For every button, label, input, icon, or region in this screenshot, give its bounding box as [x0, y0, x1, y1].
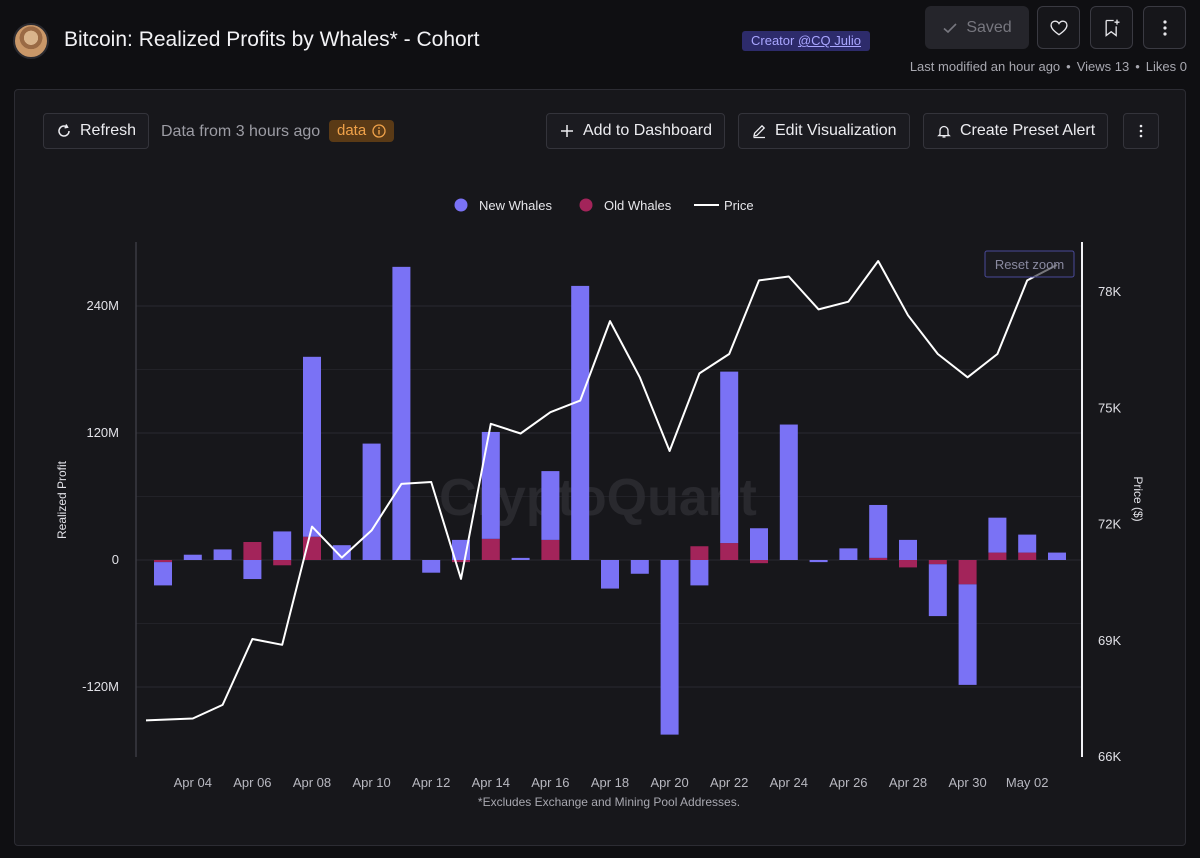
heart-icon: [1049, 19, 1068, 35]
refresh-icon: [58, 124, 70, 137]
likes-count: Likes 0: [1145, 59, 1187, 74]
kebab-menu-icon: [1162, 19, 1167, 36]
bell-icon: [937, 125, 951, 138]
kebab-menu-icon: [1139, 124, 1143, 138]
saved-button[interactable]: Saved: [925, 6, 1029, 49]
data-freshness: Data from 3 hours ago: [161, 123, 321, 140]
creator-prefix: Creator: [751, 33, 798, 48]
create-preset-alert-button[interactable]: Create Preset Alert: [923, 113, 1109, 149]
page-title: Bitcoin: Realized Profits by Whales* - C…: [64, 28, 480, 51]
add-dashboard-label: Add to Dashboard: [583, 122, 712, 139]
page-meta: Last modified an hour ago • Views 13 • Likes…: [909, 59, 1187, 74]
preset-alert-label: Create Preset Alert: [960, 122, 1096, 139]
data-tag[interactable]: data: [329, 120, 395, 142]
pencil-icon: [753, 124, 766, 139]
header-bar: Bitcoin: Realized Profits by Whales* - C…: [0, 0, 1200, 88]
views-count: Views 13: [1076, 59, 1130, 74]
creator-badge[interactable]: Creator @CQ Julio: [742, 31, 871, 51]
data-tag-label: data: [337, 122, 367, 139]
bookmark-button[interactable]: [1090, 6, 1133, 49]
more-options-button[interactable]: [1143, 6, 1186, 49]
check-icon: [943, 22, 957, 33]
bookmark-add-icon: [1105, 19, 1119, 37]
creator-link[interactable]: @CQ Julio: [797, 33, 862, 48]
chart-options-button[interactable]: [1123, 113, 1159, 149]
chart-panel: Refresh Data from 3 hours ago data Add t…: [14, 89, 1186, 846]
creator-avatar[interactable]: [13, 23, 49, 59]
add-to-dashboard-button[interactable]: Add to Dashboard: [546, 113, 725, 149]
last-modified: Last modified an hour ago: [909, 59, 1061, 74]
refresh-label: Refresh: [80, 122, 137, 139]
edit-visualization-button[interactable]: Edit Visualization: [738, 113, 910, 149]
like-button[interactable]: [1037, 6, 1080, 49]
info-icon: [372, 124, 386, 138]
plus-icon: [561, 125, 573, 137]
saved-label: Saved: [966, 18, 1012, 36]
edit-viz-label: Edit Visualization: [775, 122, 897, 139]
refresh-button[interactable]: Refresh: [43, 113, 150, 149]
